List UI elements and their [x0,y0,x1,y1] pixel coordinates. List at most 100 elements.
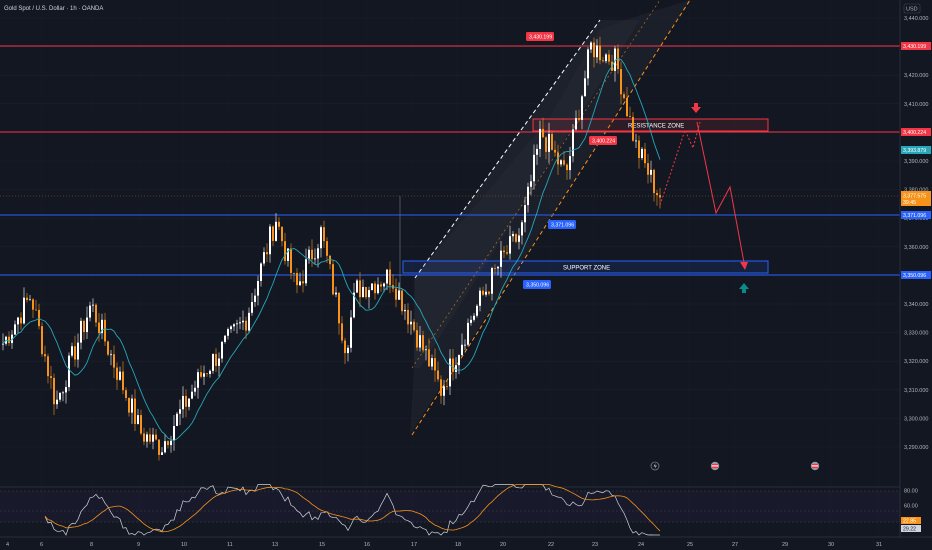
rsi-band [0,491,900,522]
candle-body [245,320,247,331]
candle-body [353,292,355,318]
candle-body [230,326,232,330]
candle-body [275,221,277,241]
candle-body [488,291,490,294]
resistance-tag[interactable]: 3,400.224 [589,136,617,145]
time-tick-label: 10 [181,542,187,548]
currency-badge[interactable]: USD [903,3,921,14]
candle-body [221,341,223,359]
candle-body [374,283,376,294]
peak-tag[interactable]: 3,430.199 [526,32,554,41]
candle-body [296,272,298,286]
candle-body [485,291,487,295]
axis-tag-top-resistance: 3,430.199 [901,42,931,50]
candle-body [455,365,457,372]
candle-body [482,290,484,295]
svg-text:29.22: 29.22 [903,527,916,533]
candle-body [149,434,151,442]
candle-body [167,441,169,446]
candle-body [335,292,337,295]
candle-body [413,321,415,331]
candle-body [365,286,367,298]
candle-body [209,370,211,374]
axis-tag-ma: 3,393.879 [901,146,931,154]
candle-body [323,227,325,242]
axis-tag-support-upper: 3,371.096 [901,211,931,219]
candle-body [536,148,538,155]
candle-body [137,415,139,424]
lightning-icon[interactable] [650,461,660,471]
projection [659,121,748,270]
time-tick-label: 9 [137,542,140,548]
candle-body [113,354,115,368]
candle-body [110,354,112,356]
price-tick-label: 3,370.000 [904,216,928,222]
candle-body [545,137,547,152]
time-tick-label: 17 [411,542,417,548]
price-tick-label: 3,300.000 [904,416,928,422]
support-zone-box[interactable] [402,260,769,274]
candle-body [299,281,301,286]
candle-body [575,118,577,130]
time-axis[interactable]: 4 6 8 9 10 11 13 15 16 17 18 20 22 23 24 25 27 29 30 31 [6,542,882,548]
candle-body [161,452,163,455]
svg-text:39:45: 39:45 [903,200,916,206]
axis-tag-support-lower: 3,350.096 [901,271,931,279]
candle-body [512,234,514,237]
candle-body [293,272,295,274]
candle-body [134,398,136,424]
candle-body [56,399,58,405]
candle-body [593,42,595,58]
flag-icon[interactable] [810,461,820,471]
candle-body [125,390,127,398]
candle-body [311,249,313,260]
candle-body [17,317,19,325]
candle-body [53,377,55,405]
candle-body [578,118,580,120]
symbol-title[interactable]: Gold Spot / U.S. Dollar · 1h · OANDA [4,6,103,12]
time-tick-label: 20 [500,542,506,548]
candle-body [641,148,643,159]
candle-body [560,160,562,165]
support-upper-tag[interactable]: 3,371.096 [548,220,576,229]
candle-body [467,322,469,345]
candle-body [233,324,235,327]
svg-text:3,377.575: 3,377.575 [903,194,926,200]
candle-body [608,54,610,62]
svg-text:22.85: 22.85 [903,519,916,525]
svg-text:3,430.199: 3,430.199 [903,44,926,50]
price-tick-label: 3,380.000 [904,188,928,194]
candle-body [164,441,166,453]
candle-body [194,387,196,392]
candle-body [317,248,319,259]
candle-body [329,255,331,265]
candle-body [440,379,442,396]
candle-body [116,367,118,380]
time-tick-label: 22 [548,542,554,548]
svg-text:3,400.224: 3,400.224 [592,139,615,145]
candle-body [359,280,361,298]
candle-body [281,226,283,242]
candle-body [92,304,94,306]
candle-body [95,304,97,323]
candle-body [368,290,370,298]
time-tick-label: 18 [455,542,461,548]
candle-body [542,128,544,138]
svg-text:3,371.096: 3,371.096 [903,213,926,219]
candle-body [65,387,67,393]
svg-text:3,350.096: 3,350.096 [903,273,926,279]
candle-body [29,299,31,301]
candle-body [287,248,289,261]
time-tick-label: 16 [364,542,370,548]
svg-text:3,350.096: 3,350.096 [526,283,549,289]
support-lower-tag[interactable]: 3,350.096 [523,280,551,289]
candle-body [8,336,10,344]
candle-body [527,186,529,206]
candle-body [362,286,364,298]
candle-body [521,222,523,236]
candle-body [431,358,433,367]
candle-body [290,248,292,273]
flag-icon[interactable] [710,461,720,471]
candle-body [620,69,622,95]
